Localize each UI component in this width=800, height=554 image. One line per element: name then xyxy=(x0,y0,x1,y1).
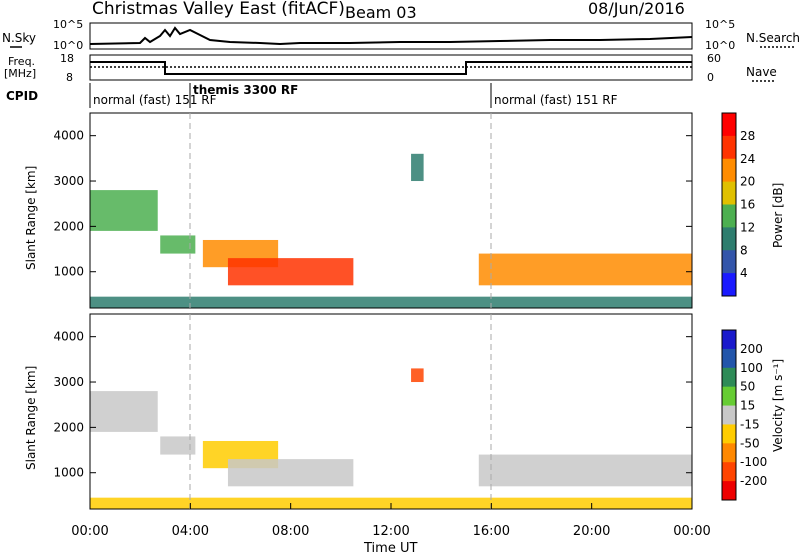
x-tick-label-4: 16:00 xyxy=(473,524,510,539)
velocity-colorbar: 200 100 50 15 -15 -50 -100 -200 Velocity [m s⁻¹… xyxy=(721,329,785,501)
vel-cb-swatch-6 xyxy=(722,443,736,463)
power-cb-swatch-1 xyxy=(722,135,736,160)
power-cb-swatch-7 xyxy=(722,273,736,297)
nsky-tick-bottom: 10^0 xyxy=(53,39,83,52)
nave-label: Nave xyxy=(746,65,777,79)
power-cb-ticks-1: 8 xyxy=(740,243,748,257)
vel-regions-cell-4 xyxy=(478,454,692,487)
x-tick-label-6: 00:00 xyxy=(673,524,710,539)
power-yticks: 1000 2000 3000 4000 xyxy=(53,129,692,279)
power-cb-swatch-0 xyxy=(722,113,736,137)
vel-cb-swatch-1 xyxy=(722,348,736,369)
x-tick-label-0: 00:00 xyxy=(71,524,108,539)
vel-yticks-label-0: 1000 xyxy=(53,466,84,480)
figure-title: Christmas Valley East (fitACF) xyxy=(92,0,345,19)
x-tick-label-2: 08:00 xyxy=(272,524,309,539)
vel-cb-ticks-7: -200 xyxy=(740,474,767,488)
power-yticks-label-3: 4000 xyxy=(53,129,84,143)
cpid-panel: CPID normal (fast) 151 RF themis 3300 RF… xyxy=(6,83,618,108)
cpid-segment-2: themis 3300 RF xyxy=(193,83,298,97)
x-tick-label-5: 20:00 xyxy=(573,524,610,539)
power-ylabel: Slant Range [km] xyxy=(24,166,38,270)
cpid-label: CPID xyxy=(6,89,38,103)
vel-cb-ticks-3: 15 xyxy=(740,399,755,413)
power-cb-ticks-0: 4 xyxy=(740,266,748,280)
freq-panel: Freq. [MHz] 18 8 60 0 Nave xyxy=(4,52,777,84)
power-cb-ticks-4: 20 xyxy=(740,175,755,189)
velocity-regions xyxy=(90,368,692,509)
nsky-right-tick-bottom: 10^0 xyxy=(705,39,735,52)
power-yticks-label-1: 2000 xyxy=(53,219,84,233)
velocity-ylabel: Slant Range [km] xyxy=(24,366,38,470)
nsky-panel: N.Sky 10^5 10^0 10^5 10^0 N.Search xyxy=(2,18,800,52)
vel-regions-cell-3 xyxy=(227,459,354,487)
freq-tick-top: 18 xyxy=(60,52,74,65)
x-tick-label-3: 12:00 xyxy=(372,524,409,539)
power-cb-swatch-6 xyxy=(722,250,736,274)
power-cb-swatch-2 xyxy=(722,158,736,183)
nsky-trace xyxy=(89,26,693,46)
vel-cb-swatch-8 xyxy=(722,481,736,501)
power-regions-cell-5 xyxy=(90,296,692,308)
x-tick-label-1: 04:00 xyxy=(172,524,209,539)
freq-label-2: [MHz] xyxy=(4,67,36,80)
vel-cb-swatch-4 xyxy=(722,405,736,425)
vel-regions-cell-0 xyxy=(90,391,158,432)
power-panel: 1000 2000 3000 4000 Slant Range [km] xyxy=(24,112,693,309)
power-regions-cell-4 xyxy=(478,253,692,286)
nsky-right-tick-top: 10^5 xyxy=(705,18,735,31)
vel-yticks-label-1: 2000 xyxy=(53,420,84,434)
freq-label-1: Freq. xyxy=(8,55,35,68)
power-cb-ticks-3: 16 xyxy=(740,198,755,212)
power-colorbar: 4 8 12 16 20 24 28 Power [dB] xyxy=(721,112,785,297)
vel-cb-ticks-5: -50 xyxy=(740,436,760,450)
velocity-colorbar-label: Velocity [m s⁻¹] xyxy=(771,359,785,452)
power-regions-cell-0 xyxy=(90,190,158,231)
nsky-tick-top: 10^5 xyxy=(53,18,83,31)
cpid-segment-3: normal (fast) 151 RF xyxy=(494,93,618,107)
vel-regions-cell-6 xyxy=(411,368,424,383)
beam-label: Beam 03 xyxy=(345,3,417,22)
power-regions-cell-6 xyxy=(411,153,424,182)
vel-yticks-label-3: 4000 xyxy=(53,330,84,344)
power-cb-swatch-3 xyxy=(722,181,736,205)
power-regions-cell-3 xyxy=(227,258,354,286)
freq-tick-bottom: 8 xyxy=(66,71,73,84)
x-axis-ticks: 00:00 04:00 08:00 12:00 16:00 20:00 00:00 xyxy=(71,503,711,539)
vel-cb-ticks-2: 50 xyxy=(740,380,755,394)
velocity-panel: 1000 2000 3000 4000 Slant Range [km] xyxy=(24,313,693,510)
freq-trace xyxy=(90,61,692,75)
vel-cb-ticks-4: -15 xyxy=(740,417,760,431)
freq-right-tick-top: 60 xyxy=(707,52,721,65)
x-axis-label: Time UT xyxy=(363,541,417,554)
cpid-segment-1: normal (fast) 151 RF xyxy=(93,93,217,107)
power-cb-swatch-4 xyxy=(722,204,736,228)
vel-cb-swatch-2 xyxy=(722,367,736,388)
nsky-label: N.Sky xyxy=(2,31,36,45)
vel-yticks-label-2: 3000 xyxy=(53,375,84,389)
vel-regions-cell-1 xyxy=(160,436,196,455)
vel-cb-ticks-6: -100 xyxy=(740,455,767,469)
power-yticks-label-0: 1000 xyxy=(53,265,84,279)
power-cb-ticks-2: 12 xyxy=(740,220,755,234)
vel-cb-swatch-7 xyxy=(722,462,736,482)
freq-right-tick-bottom: 0 xyxy=(707,71,714,84)
vel-cb-ticks-1: 100 xyxy=(740,361,763,375)
vel-cb-swatch-5 xyxy=(722,424,736,444)
velocity-yticks: 1000 2000 3000 4000 xyxy=(53,330,692,480)
vel-cb-ticks-0: 200 xyxy=(740,342,763,356)
power-yticks-label-2: 3000 xyxy=(53,174,84,188)
power-regions xyxy=(90,153,692,308)
nsearch-label: N.Search xyxy=(746,31,800,45)
power-cb-ticks-6: 28 xyxy=(740,129,755,143)
vel-cb-swatch-0 xyxy=(722,330,736,350)
vel-cb-swatch-3 xyxy=(722,386,736,407)
power-cb-ticks-5: 24 xyxy=(740,152,755,166)
date-label: 08/Jun/2016 xyxy=(588,0,685,18)
power-colorbar-label: Power [dB] xyxy=(771,183,785,248)
power-regions-cell-1 xyxy=(160,235,196,254)
power-cb-swatch-5 xyxy=(722,227,736,251)
